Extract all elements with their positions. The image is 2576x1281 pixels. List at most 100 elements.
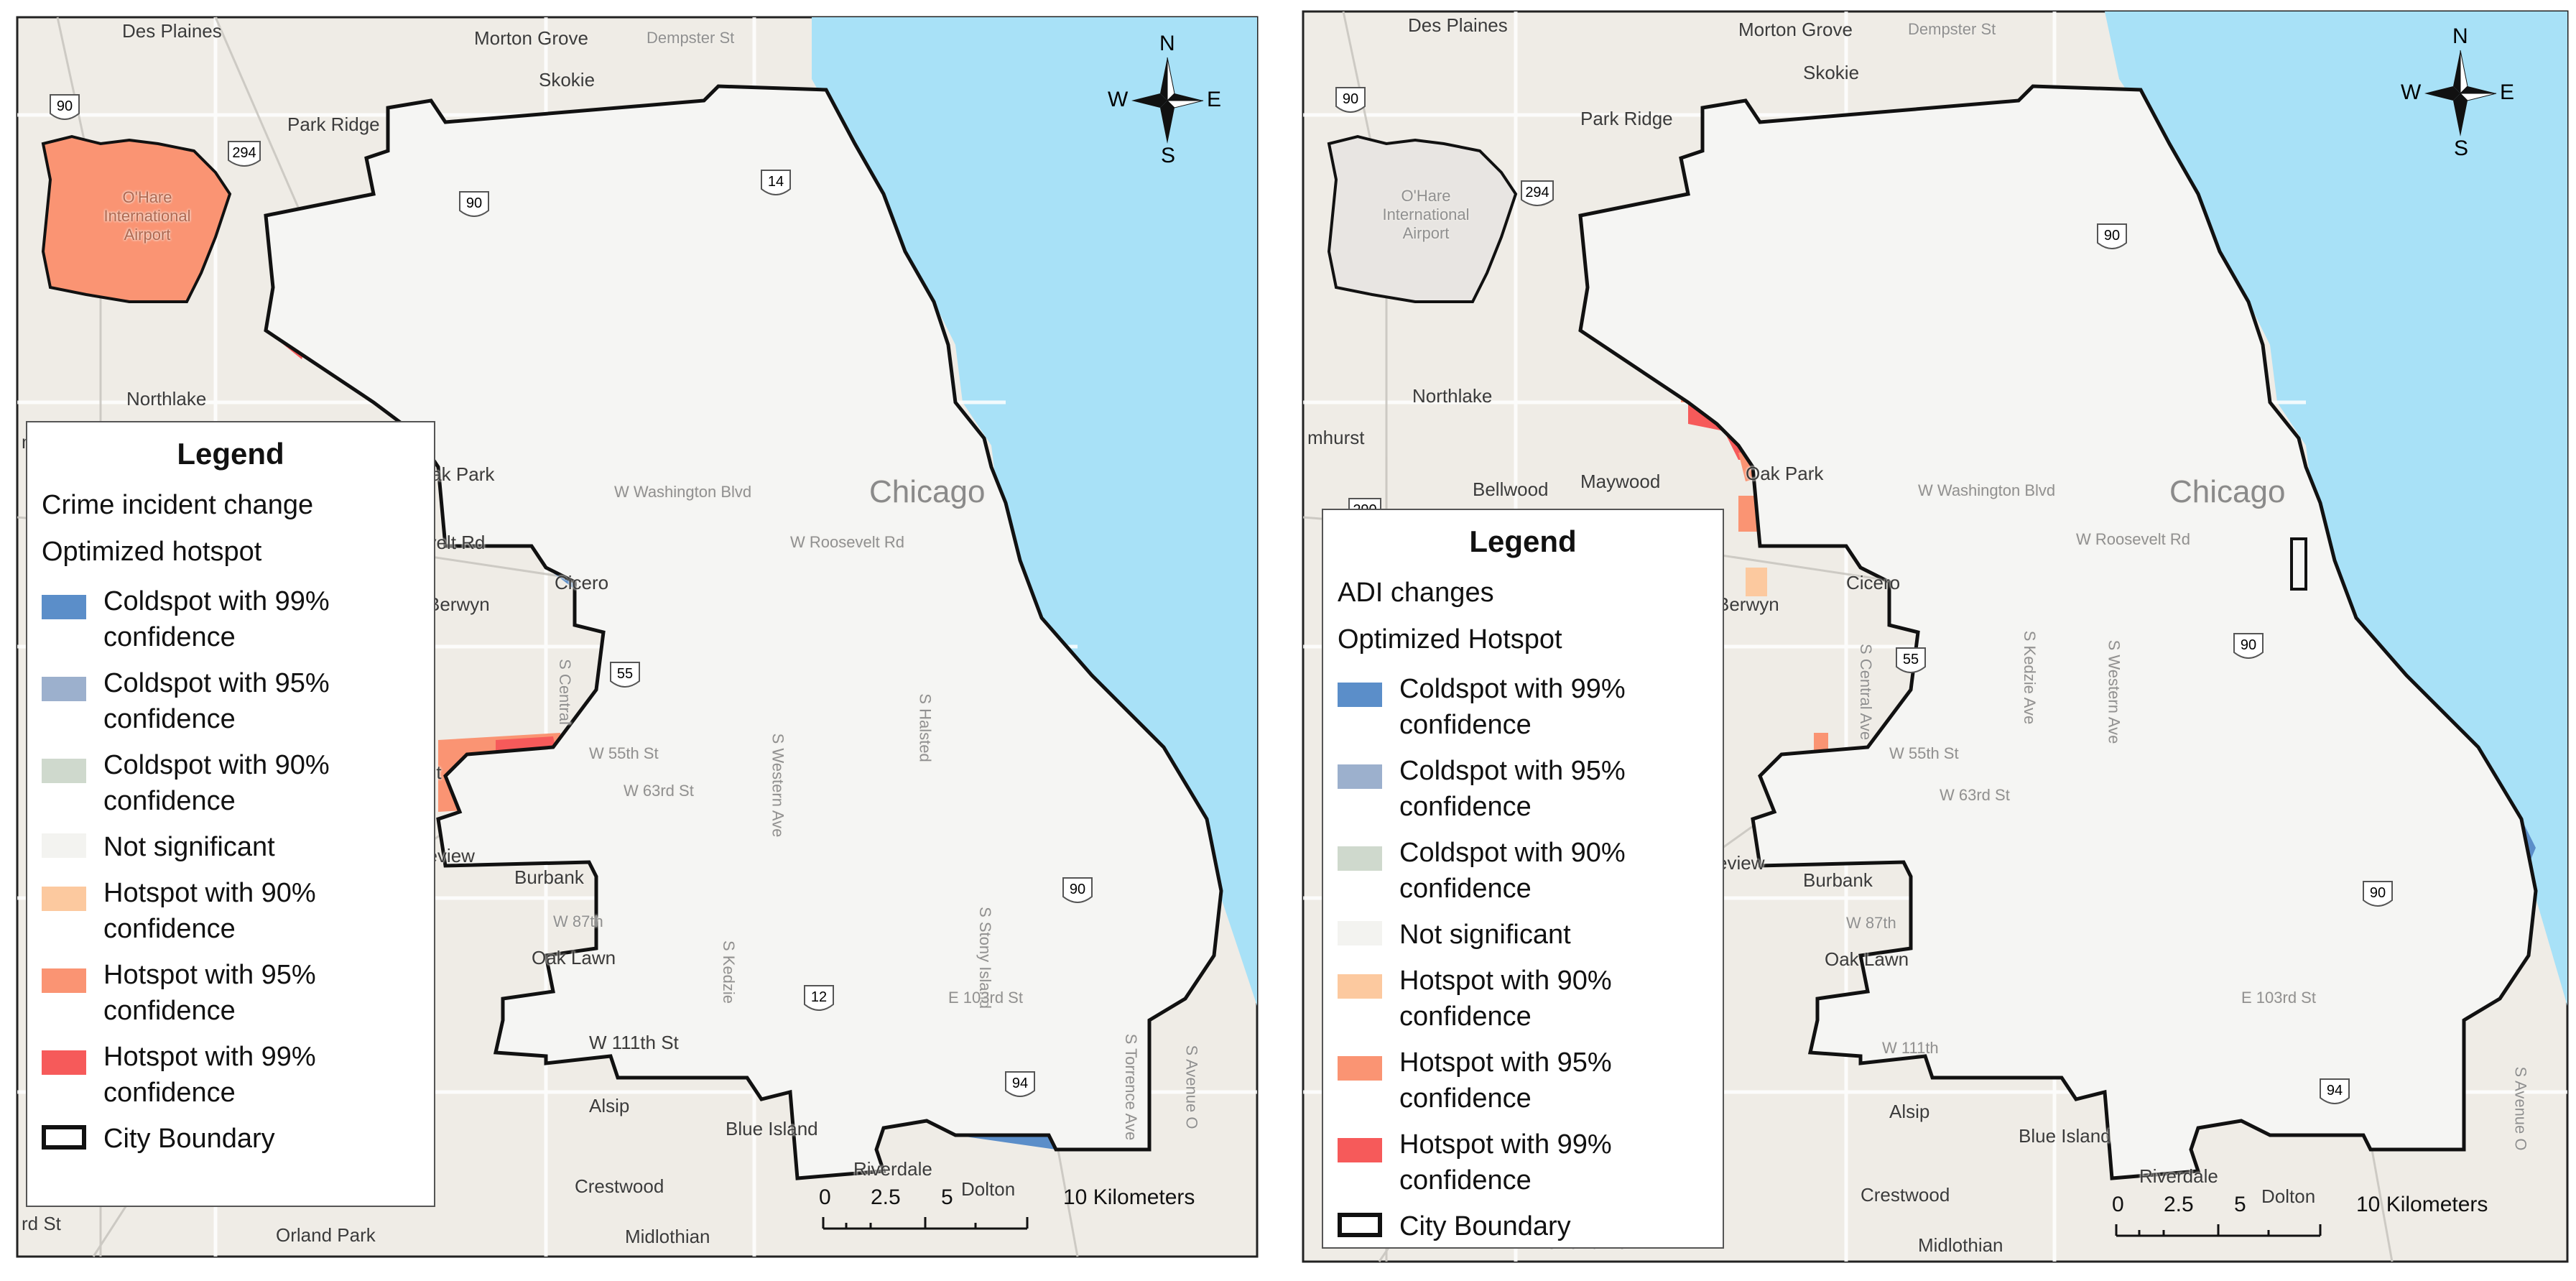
scale-tick: 0	[819, 1185, 831, 1209]
legend-item: Coldspot with 99% confidence	[42, 583, 420, 655]
legend-item-label: Coldspot with 99% confidence	[103, 586, 330, 652]
place-label: Midlothian	[625, 1226, 710, 1247]
place-label: Alsip	[1889, 1101, 1930, 1122]
legend-item: Hotspot with 99% confidence	[1338, 1127, 1708, 1198]
place-label: rd St	[22, 1213, 61, 1234]
place-label: mhurst	[1307, 427, 1365, 448]
legend-item-label: Coldspot with 90% confidence	[1399, 838, 1626, 904]
place-label: Oak Lawn	[532, 947, 616, 968]
legend-item-label: Hotspot with 99% confidence	[1399, 1129, 1612, 1196]
place-label: Dolton	[961, 1178, 1016, 1200]
place-label: S Avenue O	[1182, 1045, 1201, 1129]
road-shield: 90	[2370, 885, 2386, 901]
legend-item: Coldspot with 90% confidence	[1338, 835, 1708, 907]
place-label: S Western Ave	[2105, 639, 2123, 744]
place-label: Blue Island	[2019, 1125, 2111, 1147]
road-shield: 90	[2104, 228, 2120, 244]
place-label: Park Ridge	[1580, 108, 1673, 129]
compass-south: S	[2454, 137, 2469, 160]
legend-swatch	[1338, 683, 1382, 707]
legend-item: Hotspot with 95% confidence	[42, 957, 420, 1029]
north-arrow: N S E W	[1108, 32, 1221, 167]
place-label: Des Plaines	[122, 20, 222, 42]
legend-item: Hotspot with 99% confidence	[42, 1039, 420, 1111]
place-label: S Central	[555, 659, 574, 725]
legend-item-label: Hotspot with 90% confidence	[103, 878, 316, 944]
road-shield: 90	[1070, 882, 1085, 897]
place-label: Northlake	[126, 388, 207, 410]
scale-tick: 5	[2234, 1193, 2246, 1216]
place-label: Des Plaines	[1408, 14, 1508, 36]
place-label: Dempster St	[647, 29, 735, 47]
road-shield: 55	[617, 666, 633, 682]
place-label: Bellwood	[1473, 478, 1549, 500]
place-label: Oak Lawn	[1825, 948, 1909, 970]
legend-item: Hotspot with 95% confidence	[1338, 1045, 1708, 1116]
legend-swatch	[42, 759, 86, 783]
legend-item: Hotspot with 90% confidence	[1338, 963, 1708, 1035]
legend-item: City Boundary	[1338, 1208, 1708, 1244]
place-label: Cicero	[555, 572, 609, 593]
place-label: W 55th St	[1889, 744, 1959, 762]
place-label: Dempster St	[1908, 20, 1996, 38]
place-label: S Halsted	[916, 693, 935, 762]
legend-item: Coldspot with 95% confidence	[1338, 753, 1708, 825]
scale-tick: 2.5	[2164, 1193, 2194, 1216]
legend-swatch	[1338, 764, 1382, 789]
place-label: Chicago	[869, 474, 986, 509]
place-label: W 87th	[553, 912, 603, 930]
place-label: S Avenue O	[2511, 1066, 2530, 1151]
place-label: S Central Ave	[1857, 643, 1876, 741]
place-label: S Torrence Ave	[1122, 1033, 1141, 1141]
place-label: W Washington Blvd	[1918, 481, 2056, 499]
lake-michigan	[812, 17, 1257, 1006]
legend-item-label: Hotspot with 95% confidence	[1399, 1048, 1612, 1114]
ohare-hotspot-95	[41, 134, 232, 303]
ohare-not-significant	[1327, 134, 1518, 303]
place-label: O'Hare International Airport	[1382, 187, 1470, 242]
place-label: W 111th	[1882, 1039, 1939, 1057]
place-label: W Roosevelt Rd	[2076, 530, 2190, 548]
legend: Legend ADI changes Optimized Hotspot Col…	[1322, 509, 1724, 1249]
compass-west: W	[2401, 80, 2422, 104]
place-label: Midlothian	[1918, 1234, 2003, 1256]
road-shield: 294	[232, 145, 256, 161]
legend-title: Legend	[1469, 524, 1577, 558]
scale-tick: 0	[2112, 1193, 2124, 1216]
compass-icon	[2424, 50, 2497, 137]
scale-bar: 0 2.5 5 10 Kilometers	[819, 1185, 1221, 1243]
compass-icon	[1131, 57, 1204, 144]
road-shield: 94	[2327, 1083, 2343, 1099]
place-label: Orland Park	[276, 1224, 376, 1246]
place-label: Burbank	[1803, 869, 1873, 891]
place-label: W Roosevelt Rd	[790, 533, 904, 551]
place-label: Riverdale	[853, 1158, 932, 1180]
scale-tick: 10 Kilometers	[1063, 1185, 1195, 1209]
north-arrow: N S E W	[2401, 24, 2514, 160]
legend-swatch	[1338, 974, 1382, 999]
legend-item-label: Coldspot with 99% confidence	[1399, 674, 1626, 740]
legend-item-label: Not significant	[103, 832, 275, 862]
place-label: Oak Park	[1746, 463, 1824, 484]
legend-swatch	[42, 1125, 86, 1150]
road-shield: 55	[1903, 652, 1919, 667]
place-label: Burbank	[514, 866, 584, 888]
place-label: Park Ridge	[287, 114, 380, 135]
compass-north: N	[2452, 24, 2468, 48]
place-label: Crestwood	[575, 1175, 664, 1197]
place-label: Morton Grove	[474, 27, 588, 49]
place-label: Crestwood	[1861, 1184, 1950, 1206]
legend-item: Not significant	[42, 829, 420, 865]
road-shield: 294	[1525, 185, 1549, 200]
crime-hotspot-map: 90 294 90 14 55 12 94 90	[0, 0, 1264, 1281]
place-label: Dolton	[2261, 1185, 2316, 1207]
place-label: E 103rd St	[948, 989, 1023, 1007]
legend-item: Not significant	[1338, 917, 1708, 953]
compass-north: N	[1159, 32, 1175, 55]
place-label: W Washington Blvd	[614, 483, 752, 501]
legend-subtitle: ADI changes	[1338, 578, 1494, 608]
place-label: W 111th St	[589, 1032, 679, 1053]
legend-swatch	[1338, 1056, 1382, 1081]
place-label: eview	[1717, 852, 1765, 874]
place-label: Cicero	[1846, 572, 1901, 593]
